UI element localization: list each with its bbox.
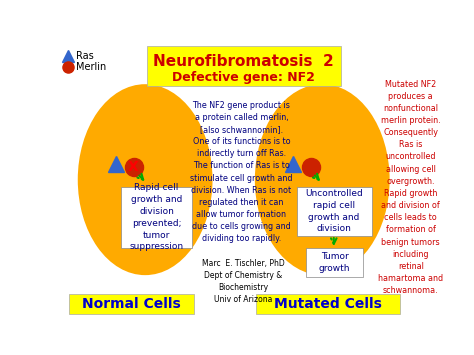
FancyBboxPatch shape [121,187,192,248]
Text: Marc  E. Tischler, PhD
Dept of Chemistry &
Biochemistry
Univ of Arizona: Marc E. Tischler, PhD Dept of Chemistry … [201,259,284,304]
FancyBboxPatch shape [306,248,363,278]
FancyBboxPatch shape [256,294,400,315]
Ellipse shape [78,84,212,275]
Text: The NF2 gene product is
a protein called merlin,
[also schwannomin].
One of its : The NF2 gene product is a protein called… [190,100,292,243]
Text: Rapid cell
growth and
division
prevented;
tumor
suppression: Rapid cell growth and division prevented… [129,184,184,251]
Text: Uncontrolled
rapid cell
growth and
division: Uncontrolled rapid cell growth and divis… [305,189,363,234]
Text: Neurofibromatosis  2: Neurofibromatosis 2 [153,54,334,69]
Text: Ras: Ras [76,51,93,61]
Text: Merlin: Merlin [76,62,106,72]
Text: Defective gene: NF2: Defective gene: NF2 [172,71,315,84]
Text: Mutated Cells: Mutated Cells [273,297,382,311]
FancyBboxPatch shape [146,47,341,87]
Text: Normal Cells: Normal Cells [82,297,181,311]
Text: Tumor
growth: Tumor growth [319,252,350,273]
Text: X: X [128,160,139,174]
FancyBboxPatch shape [297,187,372,236]
FancyBboxPatch shape [69,294,194,315]
Ellipse shape [255,84,390,275]
Text: Mutated NF2
produces a
nonfunctional
merlin protein.
Consequently
Ras is
uncontr: Mutated NF2 produces a nonfunctional mer… [378,80,443,295]
